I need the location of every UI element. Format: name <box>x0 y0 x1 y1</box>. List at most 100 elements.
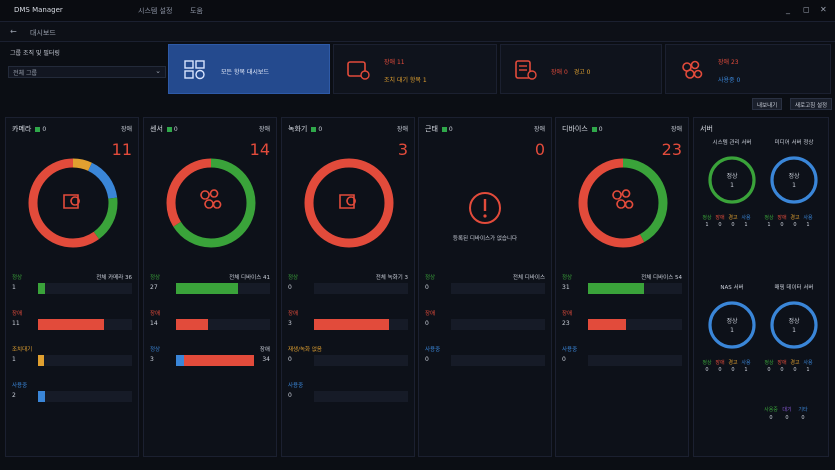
status-row-value: 0 <box>288 392 292 399</box>
status-row-label: 정상 <box>150 347 161 353</box>
summary-card-all[interactable]: 모든 항목 대시보드 <box>168 44 330 94</box>
camera-panel: 카메라 0 장애 11 정상 전체 카메라 36 1 장애 11 조치대기 1 사용중 2 <box>5 117 139 457</box>
status-row-label: 정상 <box>288 275 299 281</box>
empty-state: 등록된 디바이스가 없습니다 <box>419 190 551 242</box>
server-stat-label: 장애 <box>777 360 787 366</box>
status-bar-track <box>314 355 408 366</box>
panel-status-label: 장애 <box>533 126 545 133</box>
summary-camera-line2: 조치 대기 항목 1 <box>384 77 427 84</box>
status-row-total: 전체 카메라 36 <box>96 275 132 281</box>
status-bar-track <box>176 319 270 330</box>
panel-fault-count: 3 <box>397 140 408 159</box>
summary-device-line2: 사용중 0 <box>718 77 741 84</box>
status-row-label: 사용중 <box>12 383 28 389</box>
status-row: 사용중 0 <box>562 345 682 375</box>
status-row-label: 장애 <box>425 311 436 317</box>
title-bar: DMS Manager 시스템 설정 도움 _ ◻ ✕ <box>0 0 835 22</box>
panel-title-text: 카메라 <box>12 125 32 133</box>
server-stat-label: 정상 <box>764 215 774 221</box>
close-button[interactable]: ✕ <box>820 5 827 14</box>
panel-title: 근태 0 <box>425 124 453 134</box>
status-bar-track <box>176 355 254 366</box>
status-bar-track <box>38 355 132 366</box>
status-row: 장애 23 <box>562 309 682 339</box>
server-stat-value: 0 <box>780 222 784 228</box>
ring-status-text: 정상 <box>788 172 800 180</box>
status-row: 장애 11 <box>12 309 132 339</box>
status-bar-fill <box>588 319 626 330</box>
status-row: 장애 0 <box>425 309 545 339</box>
status-row-label: 사용중 <box>425 347 441 353</box>
panel-title: 녹화기 0 <box>288 124 322 134</box>
status-row-value: 3 <box>288 320 292 327</box>
status-bar-fill <box>38 283 45 294</box>
server-stat-label: 장애 <box>715 360 725 366</box>
summary-card-recorder[interactable]: 장애 0 경고 0 <box>500 44 662 94</box>
group-select[interactable]: 전체 그룹 ⌄ <box>8 66 166 78</box>
status-row-total: 장애 <box>259 347 270 353</box>
server-stat-value: 1 <box>705 222 709 228</box>
server-stat-label: 정상 <box>702 215 712 221</box>
status-dot-icon <box>35 126 41 132</box>
status-row-label: 정상 <box>562 275 573 281</box>
minimize-button[interactable]: _ <box>786 5 790 14</box>
status-bar-track <box>451 319 545 330</box>
server-stat-value: 1 <box>744 367 748 373</box>
camera-alert-icon <box>63 194 80 209</box>
back-arrow-icon[interactable]: ← <box>10 27 17 36</box>
status-row-value: 0 <box>425 356 429 363</box>
status-bar-fill <box>176 319 208 330</box>
panel-online-count: 0 <box>318 126 323 133</box>
menu-help[interactable]: 도움 <box>190 7 203 15</box>
status-row-label: 장애 <box>562 311 573 317</box>
status-row-label: 정상 <box>425 275 436 281</box>
status-bar-track <box>314 283 408 294</box>
server-stat-label: 사용 <box>803 215 813 221</box>
server-stat-label: 장애 <box>777 215 787 221</box>
ring-status-value: 1 <box>792 327 796 334</box>
status-row-value: 0 <box>288 356 292 363</box>
server-extra-value: 0 <box>801 415 805 421</box>
status-row-value-secondary: 34 <box>262 356 270 363</box>
export-button[interactable]: 내보내기 <box>752 98 783 110</box>
status-row-value: 31 <box>562 284 570 291</box>
status-bar-track <box>451 355 545 366</box>
summary-recorder-text: 장애 0 경고 0 <box>551 67 590 76</box>
refresh-settings-button[interactable]: 새로고침 설정 <box>790 98 833 110</box>
status-row-label: 조치대기 <box>12 347 33 353</box>
status-row-value: 11 <box>12 320 20 327</box>
status-row-value: 1 <box>12 284 16 291</box>
status-bar-track <box>38 319 132 330</box>
warning-ring <box>469 192 501 224</box>
status-row: 정상 전체 디바이스 0 <box>425 273 545 303</box>
server-stat-label: 사용 <box>741 360 751 366</box>
empty-state-text: 등록된 디바이스가 없습니다 <box>452 236 518 242</box>
status-bar-track <box>588 319 682 330</box>
summary-card-device[interactable]: 장애 23 사용중 0 <box>665 44 831 94</box>
server-stat-label: 사용 <box>741 215 751 221</box>
summary-card-camera[interactable]: 장애 11 조치 대기 항목 1 <box>333 44 497 94</box>
status-row-total: 전체 디바이스 41 <box>229 275 270 281</box>
menu-system-settings[interactable]: 시스템 설정 <box>138 7 173 15</box>
status-dot-icon <box>591 126 597 132</box>
status-bar-fill <box>176 283 239 294</box>
ring-status-value: 1 <box>730 327 734 334</box>
sub-bar: ← 대시보드 <box>0 22 835 42</box>
restore-button[interactable]: ◻ <box>803 5 810 14</box>
server-ring-label: 매핑 데이터 서버 <box>774 285 814 291</box>
panel-fault-count: 14 <box>249 140 270 159</box>
summary-recorder-line1: 장애 0 <box>551 69 568 76</box>
panel-title-text: 디바이스 <box>562 125 588 133</box>
panel-status-label: 장애 <box>120 126 132 133</box>
panel-online-count: 0 <box>448 126 453 133</box>
server-stat-value: 0 <box>793 222 797 228</box>
status-bar-fill-secondary <box>183 355 254 366</box>
panel-title: 센서 0 <box>150 124 178 134</box>
group-filter: 그룹 조직 및 필터링 전체 그룹 ⌄ <box>4 44 166 94</box>
panel-title-text: 녹화기 <box>288 125 308 133</box>
status-row: 사용중 0 <box>425 345 545 375</box>
status-donut-chart <box>304 158 394 248</box>
device-panel: 디바이스 0 장애 23 정상 전체 디바이스 54 31 장애 23 사용중 0 <box>555 117 689 457</box>
donut-segment <box>578 158 668 248</box>
attendance-panel: 근태 0 장애 0 등록된 디바이스가 없습니다 정상 전체 디바이스 0 장애 0 사용중 0 <box>418 117 552 457</box>
